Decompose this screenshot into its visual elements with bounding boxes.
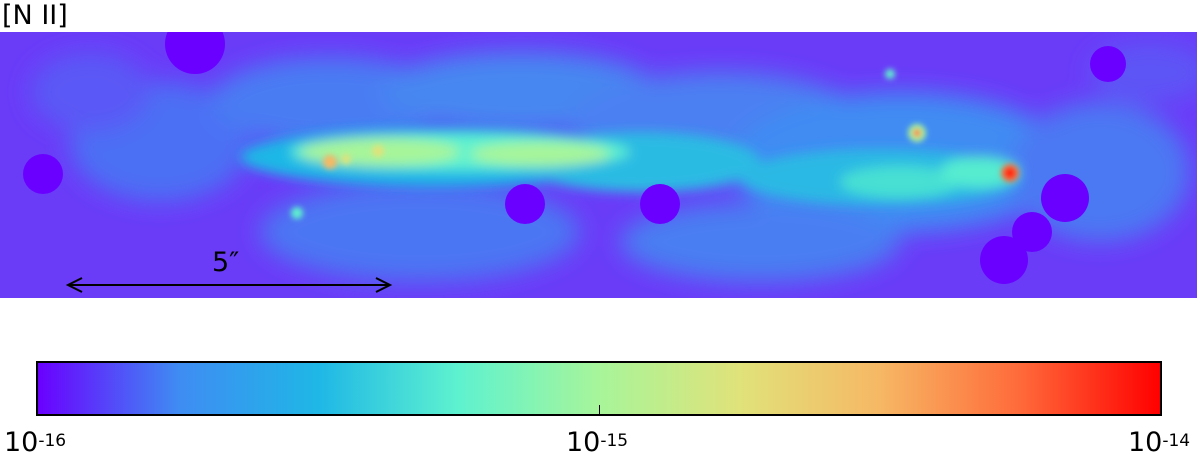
nii-emission-map xyxy=(0,32,1197,298)
colorbar-tick-label-min: 10-16 xyxy=(4,427,67,458)
scale-bar-label: 5″ xyxy=(212,247,240,278)
colorbar-tick-mid xyxy=(599,405,600,415)
panel-label: [N II] xyxy=(2,0,68,31)
colorbar-tick-label-max: 10-14 xyxy=(1128,427,1191,458)
filament-emission xyxy=(240,127,1020,205)
colorbar-tick-label-mid: 10-15 xyxy=(566,427,629,458)
bright-knots xyxy=(291,69,1019,219)
emission-map-image xyxy=(0,32,1197,298)
masked-regions xyxy=(23,32,1126,284)
